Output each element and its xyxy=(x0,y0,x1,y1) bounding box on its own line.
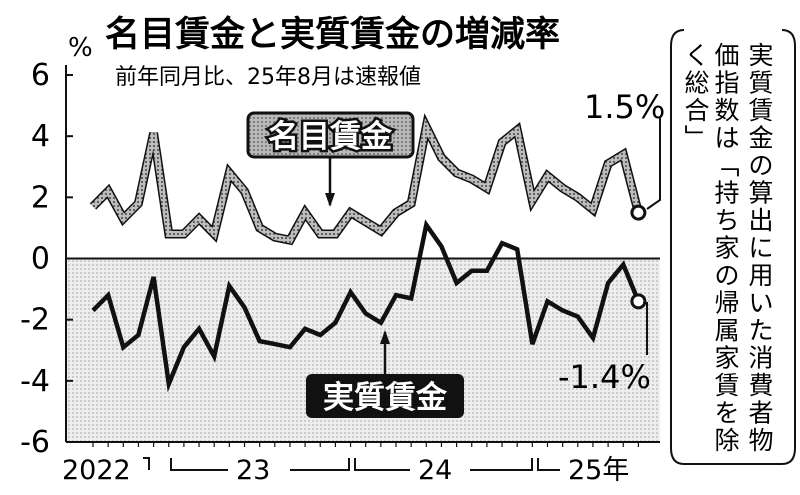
svg-text:指: 指 xyxy=(714,69,739,98)
svg-text:総: 総 xyxy=(684,69,709,98)
svg-text:除: 除 xyxy=(714,426,739,455)
y-tick-label: -2 xyxy=(20,303,50,338)
nominal-end-point xyxy=(630,204,647,221)
svg-text:﹁: ﹁ xyxy=(714,151,739,180)
svg-text:た: た xyxy=(748,316,773,345)
svg-text:を: を xyxy=(714,399,739,428)
real-end-point xyxy=(630,293,647,310)
svg-text:実: 実 xyxy=(748,41,773,70)
y-tick-label: 0 xyxy=(31,242,50,277)
chart-title: 名目賃金と実質賃金の増減率 xyxy=(105,14,560,55)
svg-text:持: 持 xyxy=(714,179,739,208)
svg-text:賃: 賃 xyxy=(714,371,739,400)
svg-text:出: 出 xyxy=(748,206,773,235)
nominal-end-value: 1.5% xyxy=(584,88,665,126)
svg-text:の: の xyxy=(748,151,773,180)
nominal-wage-label-text: 名目賃金 xyxy=(268,119,393,155)
y-tick-label: 4 xyxy=(31,119,50,154)
y-tick-label: -6 xyxy=(20,425,50,460)
svg-text:賃: 賃 xyxy=(748,96,773,125)
y-tick-label: -4 xyxy=(20,364,50,399)
year-label-25: 25年 xyxy=(568,455,629,486)
nominal-end-leader xyxy=(646,116,661,210)
svg-text:質: 質 xyxy=(748,69,773,98)
svg-text:属: 属 xyxy=(714,316,739,345)
real-wage-label-text: 実質賃金 xyxy=(323,380,448,416)
svg-text:に: に xyxy=(748,234,773,263)
year-label-2022: 2022 xyxy=(62,455,131,486)
y-tick-label: 6 xyxy=(31,58,50,93)
svg-text:家: 家 xyxy=(714,344,739,373)
year-label-23: 23 xyxy=(236,455,270,486)
svg-text:消: 消 xyxy=(748,344,773,373)
svg-text:帰: 帰 xyxy=(714,289,739,318)
svg-text:価: 価 xyxy=(714,41,739,70)
svg-text:費: 費 xyxy=(748,371,773,400)
y-tick-label: 2 xyxy=(31,180,50,215)
svg-text:の: の xyxy=(714,261,739,290)
svg-text:者: 者 xyxy=(748,399,773,428)
svg-text:ち: ち xyxy=(714,206,739,235)
svg-text:い: い xyxy=(748,289,773,318)
svg-text:﹂: ﹂ xyxy=(684,124,709,153)
x-axis-year-brackets xyxy=(143,457,560,471)
svg-text:金: 金 xyxy=(748,124,773,153)
svg-text:は: は xyxy=(714,124,739,153)
svg-text:算: 算 xyxy=(748,179,773,208)
real-wage-label: 実質賃金 xyxy=(306,330,464,418)
y-tick-labels: 6 4 2 0 -2 -4 -6 xyxy=(20,58,50,460)
svg-text:く: く xyxy=(684,41,709,70)
svg-text:用: 用 xyxy=(748,261,773,290)
svg-text:数: 数 xyxy=(714,96,739,125)
real-end-value: -1.4% xyxy=(558,358,651,396)
svg-text:家: 家 xyxy=(714,234,739,263)
svg-text:物: 物 xyxy=(748,426,773,455)
nominal-wage-label: 名目賃金 xyxy=(246,111,415,207)
svg-text:合: 合 xyxy=(684,96,709,125)
year-label-24: 24 xyxy=(418,455,452,486)
axes xyxy=(65,65,660,447)
y-axis-unit: % xyxy=(68,33,93,63)
nominal-wage-line xyxy=(90,117,642,244)
data-points xyxy=(630,204,647,310)
real-wage-line xyxy=(91,219,641,393)
chart-subtitle: 前年同月比、25年8月は速報値 xyxy=(115,65,421,90)
x-axis-year-labels: 2022 23 24 25年 xyxy=(62,455,629,486)
